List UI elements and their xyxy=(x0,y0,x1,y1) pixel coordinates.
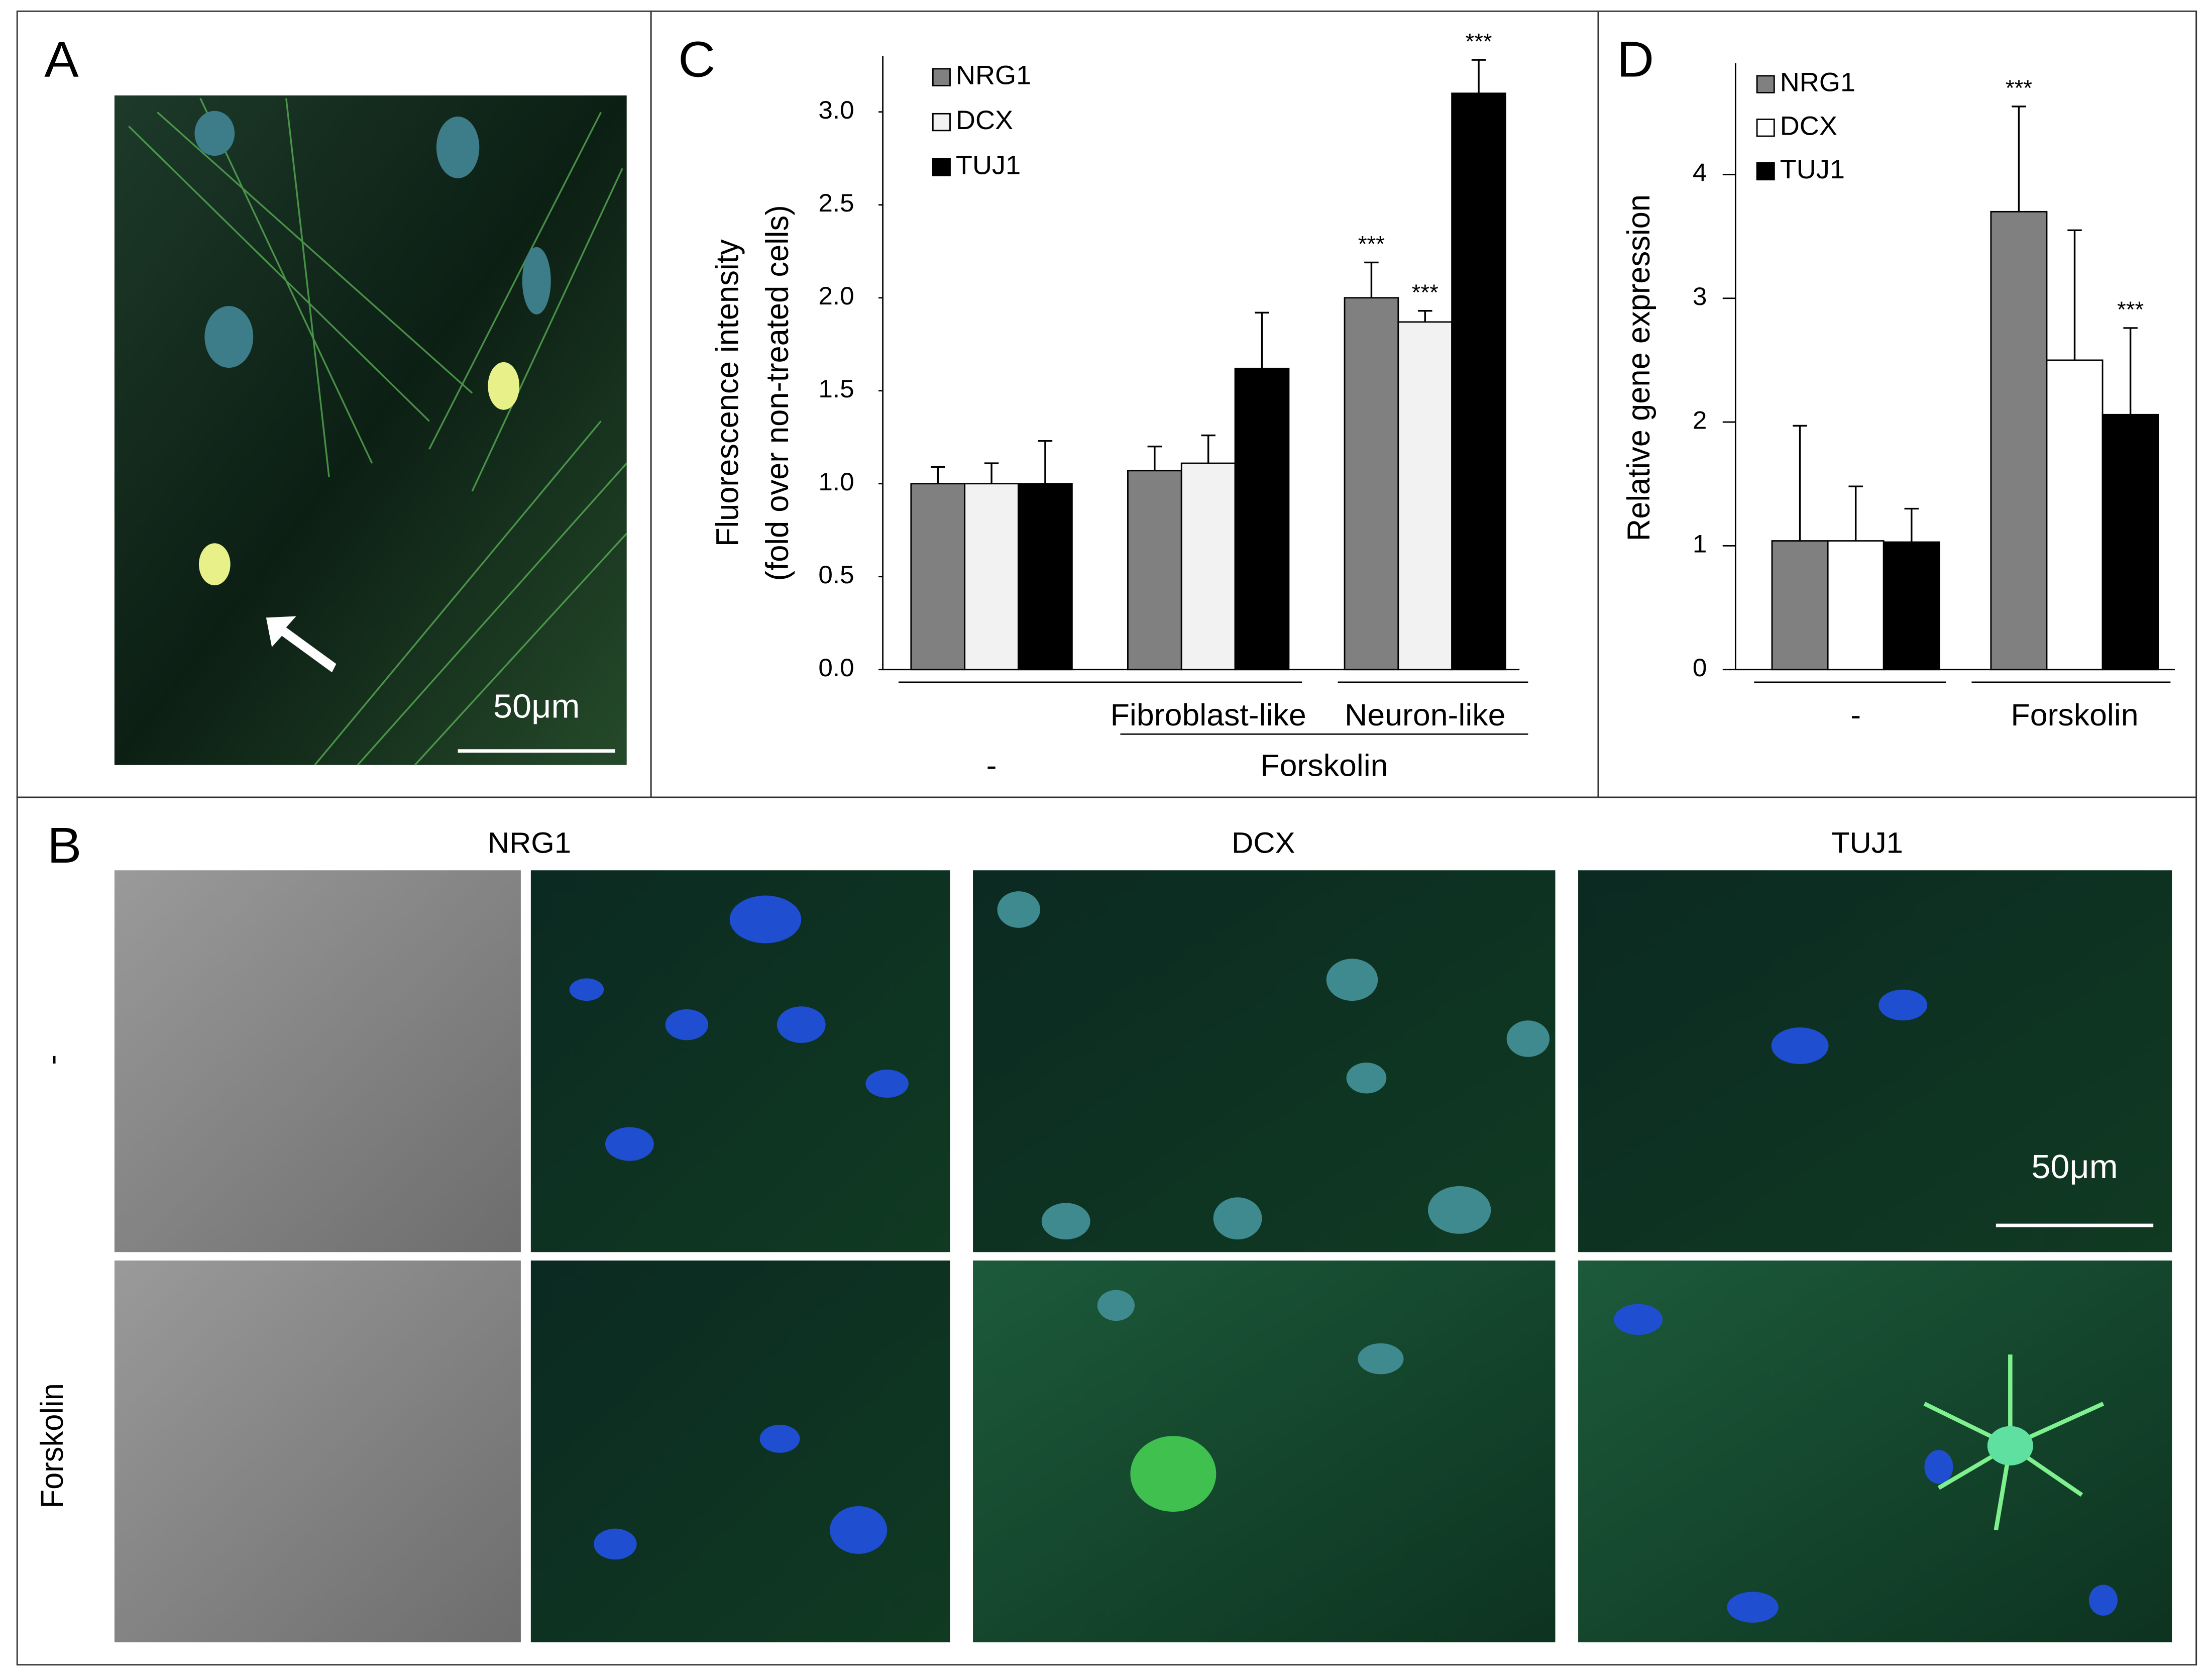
x-tick-label: Fibroblast-like xyxy=(1111,698,1306,732)
bar xyxy=(2046,359,2104,671)
group-label: Forskolin xyxy=(1260,749,1388,783)
bar xyxy=(1018,483,1073,671)
x-tick-label: Forskolin xyxy=(2011,698,2138,732)
arrow xyxy=(266,616,337,673)
y-tick-label: 0 xyxy=(1693,653,1707,681)
cell-body xyxy=(1987,1426,2033,1465)
significance: *** xyxy=(1412,279,1439,305)
legend-swatch xyxy=(932,68,951,86)
bar xyxy=(1451,92,1506,671)
micrograph xyxy=(114,870,521,1252)
x-tick-label: - xyxy=(1850,698,1861,732)
micrograph xyxy=(1578,870,2172,1252)
column-label: NRG1 xyxy=(488,826,571,859)
bar xyxy=(1827,540,1885,671)
legend-label: DCX xyxy=(1780,111,1837,141)
legend-label: TUJ1 xyxy=(1780,154,1845,184)
legend-swatch xyxy=(1756,119,1775,137)
legend-label: DCX xyxy=(956,106,1013,135)
y-tick-label: 3 xyxy=(1693,282,1707,310)
legend-label: TUJ1 xyxy=(956,150,1021,180)
legend-swatch xyxy=(1756,162,1775,181)
bar xyxy=(1990,211,2048,671)
panel-label: A xyxy=(44,31,79,87)
y-axis-label: Relative gene expression xyxy=(1621,194,1656,541)
significance: *** xyxy=(2117,297,2144,323)
micrograph xyxy=(1578,1260,2172,1642)
legend-swatch xyxy=(1756,75,1775,93)
x-tick-label: - xyxy=(986,749,997,783)
y-tick-label: 0.5 xyxy=(818,560,854,588)
bar xyxy=(1397,321,1453,671)
panel-frame xyxy=(16,796,2197,1666)
cell-body xyxy=(1130,1436,1216,1512)
cell-body xyxy=(198,543,231,586)
bar xyxy=(1127,470,1182,671)
y-axis-label: Fluorescence intensity xyxy=(710,240,745,547)
nucleus xyxy=(522,247,551,315)
y-tick-label: 4 xyxy=(1693,158,1707,186)
y-tick-label: 0.0 xyxy=(818,653,854,681)
row-label: Forskolin xyxy=(35,1383,70,1508)
micrograph xyxy=(114,95,627,765)
significance: *** xyxy=(1358,231,1385,257)
nuclei xyxy=(569,895,2118,1623)
micrograph xyxy=(114,1260,521,1642)
bar xyxy=(1234,367,1290,671)
panel-label: D xyxy=(1617,31,1654,87)
y-tick-label: 1 xyxy=(1693,530,1707,558)
column-label: DCX xyxy=(1232,826,1295,859)
nucleus xyxy=(204,306,254,368)
y-tick-label: 2.5 xyxy=(818,188,854,217)
micrograph-grid xyxy=(114,870,2172,1642)
y-tick-label: 1.0 xyxy=(818,467,854,495)
significance: *** xyxy=(1465,29,1492,54)
cell-body xyxy=(488,362,520,410)
column-label: TUJ1 xyxy=(1831,826,1903,859)
legend-swatch xyxy=(932,158,951,176)
fibers xyxy=(128,97,627,766)
y-tick-label: 2 xyxy=(1693,406,1707,434)
bar xyxy=(1771,540,1829,671)
scale-bar-label: 50μm xyxy=(493,688,580,725)
nucleus xyxy=(436,116,480,178)
bar xyxy=(910,483,966,671)
bar xyxy=(2102,413,2159,671)
y-tick-label: 1.5 xyxy=(818,374,854,402)
panel-label: B xyxy=(47,817,81,874)
nucleus xyxy=(194,111,235,156)
row-label: - xyxy=(35,1055,70,1065)
y-tick-label: 3.0 xyxy=(818,95,854,124)
y-axis-label: (fold over non-treated cells) xyxy=(760,205,796,581)
significance: *** xyxy=(2006,75,2032,101)
x-tick-label: Neuron-like xyxy=(1345,698,1505,732)
legend-label: NRG1 xyxy=(1780,67,1855,97)
bar xyxy=(964,483,1019,671)
micrograph xyxy=(973,1260,1556,1642)
panel-label: C xyxy=(678,31,715,87)
nuclei xyxy=(997,891,1550,1375)
legend-swatch xyxy=(932,113,951,132)
legend-label: NRG1 xyxy=(956,60,1031,90)
panel-frame xyxy=(1597,10,2197,798)
y-tick-label: 2.0 xyxy=(818,281,854,309)
bar xyxy=(1344,297,1399,671)
micrograph xyxy=(530,1260,950,1642)
bar xyxy=(1883,541,1940,671)
bar xyxy=(1180,462,1236,671)
scale-bar-label: 50μm xyxy=(2031,1148,2118,1186)
